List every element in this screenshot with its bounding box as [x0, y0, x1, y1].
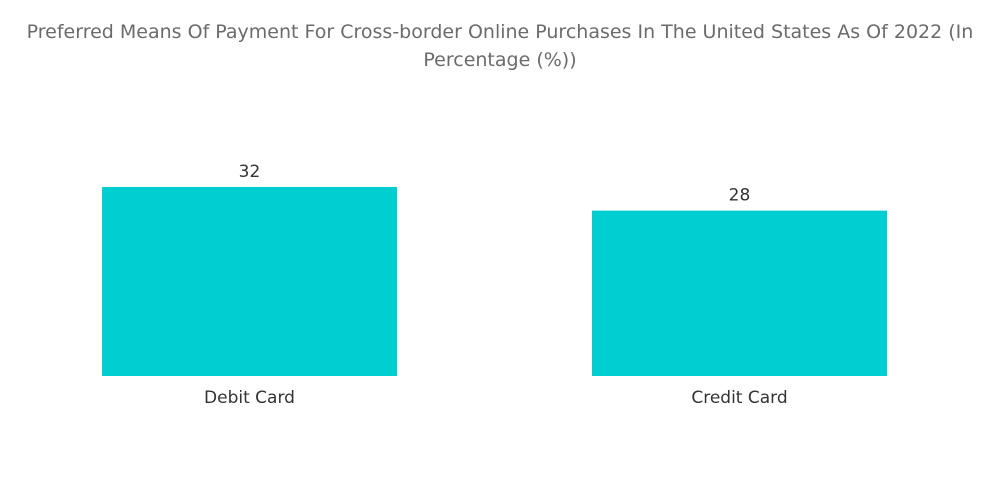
labels-layer: 32 Debit Card 28 Credit Card — [204, 162, 788, 408]
bar-debit-card — [102, 187, 397, 376]
data-label-credit-card: 28 — [729, 186, 751, 206]
x-tick-label-credit-card: Credit Card — [691, 388, 787, 408]
chart-title: Preferred Means Of Payment For Cross-bor… — [26, 21, 974, 71]
bars-layer — [102, 187, 887, 376]
bar-credit-card — [592, 210, 887, 376]
x-tick-label-debit-card: Debit Card — [204, 388, 295, 408]
data-label-debit-card: 32 — [239, 162, 261, 182]
